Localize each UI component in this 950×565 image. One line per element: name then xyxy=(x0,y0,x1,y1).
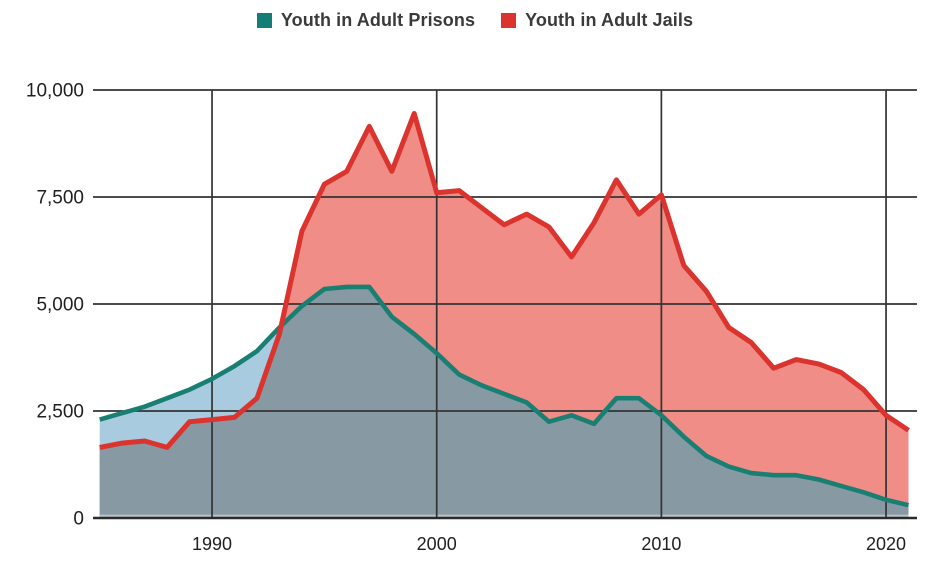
x-tick-label-2000: 2000 xyxy=(417,534,457,554)
series-line-jails xyxy=(99,111,910,450)
y-tick-label-0: 0 xyxy=(73,509,84,530)
y-tick-label-5000: 5,000 xyxy=(36,295,84,316)
x-tick-label-2020: 2020 xyxy=(866,534,906,554)
jails-swatch-icon xyxy=(501,12,517,28)
x-tick-label-2010: 2010 xyxy=(641,534,681,554)
area-fill-overlap xyxy=(99,286,909,518)
y-tick-label-10000: 10,000 xyxy=(26,81,84,102)
x-tick-label-1990: 1990 xyxy=(192,534,232,554)
series-line-prisons xyxy=(99,284,910,508)
prisons-swatch-icon xyxy=(256,12,272,28)
chart-legend: Youth in Adult Prisons Youth in Adult Ja… xyxy=(0,8,950,32)
legend-item-jails: Youth in Adult Jails xyxy=(501,10,693,31)
legend-label-prisons: Youth in Adult Prisons xyxy=(280,9,476,30)
y-tick-label-2500: 2,500 xyxy=(36,402,84,423)
y-tick-label-7500: 7,500 xyxy=(36,188,84,209)
legend-label-jails: Youth in Adult Jails xyxy=(525,9,694,30)
legend-item-prisons: Youth in Adult Prisons xyxy=(256,9,476,31)
